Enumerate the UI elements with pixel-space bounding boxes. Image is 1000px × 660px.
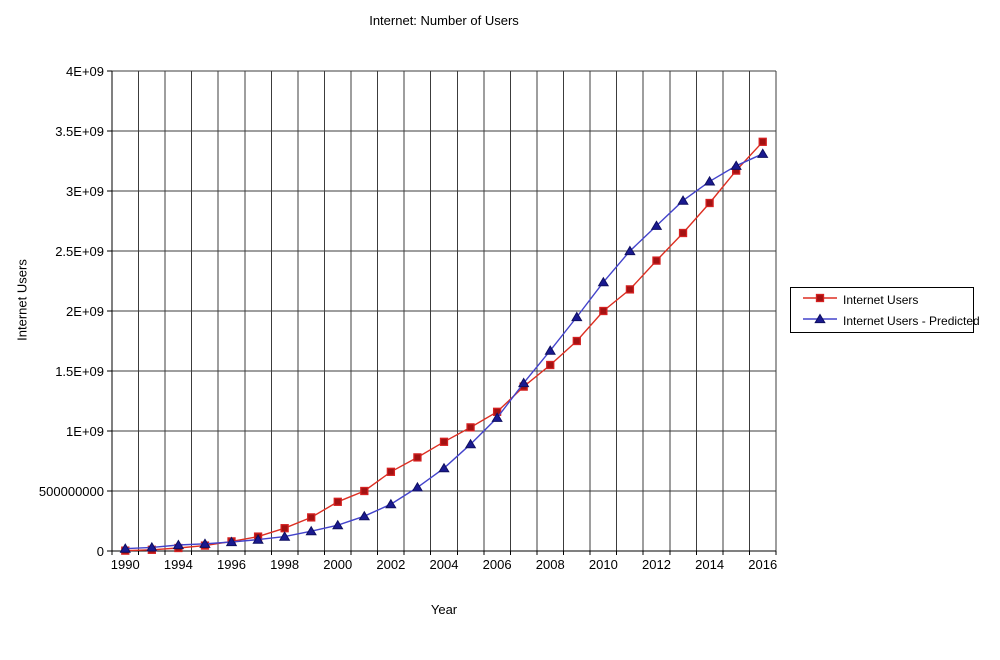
x-tick-label: 2012 — [642, 557, 671, 572]
data-point-marker — [546, 360, 555, 370]
data-point-marker — [305, 525, 317, 536]
data-point-marker — [705, 198, 714, 208]
legend-swatch-triangle-marker-icon — [802, 312, 843, 330]
data-point-marker — [597, 276, 610, 287]
y-tick-label: 0 — [96, 544, 104, 559]
data-point-marker — [678, 228, 688, 238]
x-tick-label: 2004 — [429, 557, 459, 572]
legend-swatch-square-marker-icon — [802, 291, 843, 309]
data-point-marker — [413, 453, 422, 462]
y-tick-label: 1.5E+09 — [55, 364, 104, 379]
data-point-marker — [280, 524, 289, 533]
data-point-marker — [439, 437, 449, 446]
x-tick-label: 2016 — [748, 557, 778, 572]
data-point-marker — [307, 513, 316, 522]
data-point-marker — [518, 377, 530, 388]
legend-label: Internet Users - Predicted — [843, 313, 980, 328]
data-point-marker — [757, 148, 769, 158]
x-tick-label: 2002 — [376, 557, 406, 572]
data-point-marker — [199, 538, 211, 548]
data-point-marker — [544, 345, 556, 355]
series-line — [125, 153, 764, 550]
x-tick-label: 1998 — [270, 557, 300, 572]
data-point-marker — [466, 423, 475, 432]
data-point-marker — [358, 510, 370, 521]
axes — [107, 70, 777, 555]
data-point-marker — [652, 256, 661, 265]
y-tick-label: 3.5E+09 — [55, 124, 104, 139]
data-point-marker — [650, 220, 663, 230]
chart-title: Internet: Number of Users — [369, 13, 519, 28]
x-tick-label: 1990 — [110, 557, 140, 572]
legend-box[interactable]: Internet Users Internet Users - Predicte… — [790, 287, 980, 333]
x-tick-label: 2008 — [535, 557, 565, 572]
series-line — [125, 141, 764, 552]
data-point-marker — [119, 543, 131, 553]
data-point-marker — [599, 306, 608, 316]
data-point-marker — [411, 481, 424, 492]
data-point-marker — [333, 497, 342, 506]
data-point-marker — [252, 534, 264, 544]
data-point-marker — [625, 285, 635, 294]
data-point-marker — [278, 531, 291, 541]
y-tick-label: 2.5E+09 — [55, 244, 104, 259]
y-tick-label: 500000000 — [38, 484, 104, 499]
y-tick-label: 4E+09 — [66, 64, 104, 79]
legend-label: Internet Users — [843, 292, 919, 307]
data-point-marker — [758, 137, 767, 146]
data-point-marker — [225, 536, 238, 547]
gridlines — [111, 70, 777, 552]
data-point-marker — [386, 467, 396, 476]
series-internet-users-predicted — [119, 148, 769, 553]
data-point-marker — [385, 498, 397, 509]
y-tick-label: 2E+09 — [66, 304, 104, 319]
x-axis-title: Year — [430, 602, 458, 617]
data-point-marker — [464, 438, 477, 449]
data-point-marker — [572, 336, 581, 346]
y-axis-title: Internet Users — [14, 259, 30, 341]
data-point-marker — [360, 486, 369, 496]
data-point-marker — [730, 160, 742, 170]
data-point-marker — [332, 519, 344, 530]
data-point-marker — [571, 311, 583, 322]
x-tick-label: 1996 — [217, 557, 246, 572]
data-point-marker — [172, 539, 185, 550]
data-point-marker — [677, 195, 689, 205]
x-tick-label: 1994 — [163, 557, 193, 572]
data-point-marker — [491, 412, 503, 422]
data-point-marker — [438, 462, 450, 473]
y-tick-label: 1E+09 — [66, 424, 104, 439]
x-tick-label: 2006 — [482, 557, 512, 572]
y-tick-label: 3E+09 — [66, 184, 104, 199]
legend-item-internet-users-predicted[interactable]: Internet Users - Predicted — [791, 310, 980, 331]
data-point-marker — [703, 175, 716, 186]
x-tick-label: 2010 — [588, 557, 618, 572]
data-point-marker — [624, 245, 636, 256]
x-tick-label: 2014 — [695, 557, 725, 572]
legend-item-internet-users[interactable]: Internet Users — [791, 289, 973, 310]
x-tick-label: 2000 — [323, 557, 353, 572]
data-point-marker — [146, 541, 158, 552]
